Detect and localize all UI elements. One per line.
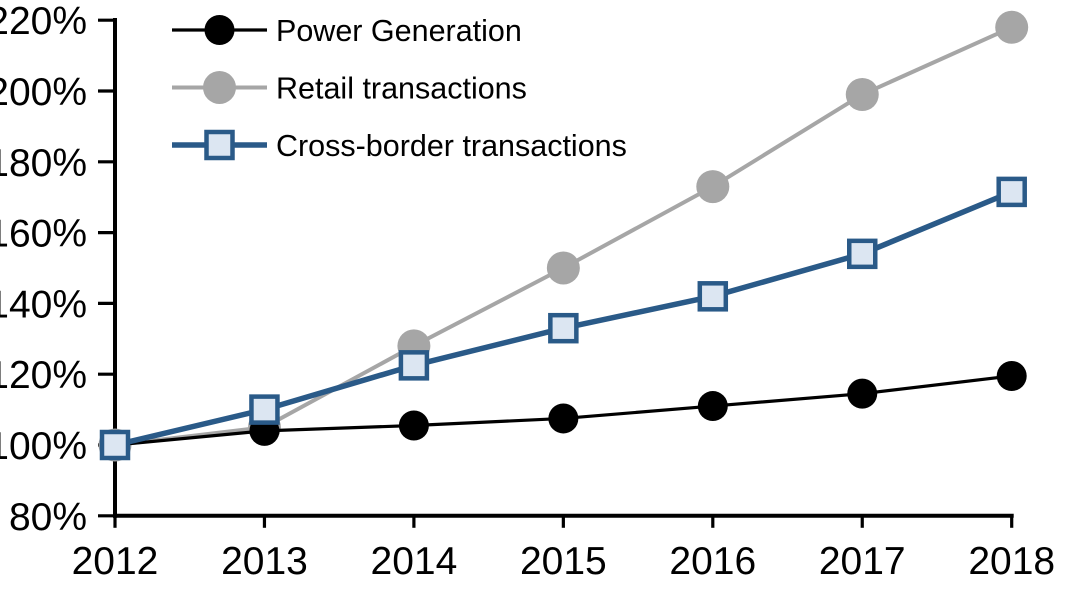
data-point-circle (398, 410, 429, 441)
data-point-circle (996, 360, 1027, 391)
y-tick-label: 180% (0, 142, 87, 185)
x-tick-label: 2017 (819, 540, 906, 583)
legend-marker-circle (203, 71, 236, 104)
series-cross-border-transactions (99, 176, 1027, 461)
legend-item-retail-transactions: Retail transactions (172, 71, 527, 106)
data-point-square (249, 394, 280, 425)
data-point-square (398, 350, 430, 381)
y-tick-label: 200% (0, 71, 87, 114)
legend-item-cross-border-transactions: Cross-border transactions (172, 129, 627, 163)
x-axis: 2012 2013 2014 2015 2016 2017 2018 (72, 515, 1055, 583)
data-point-square (697, 281, 729, 312)
x-tick-label: 2015 (520, 540, 607, 583)
data-point-circle (546, 251, 580, 285)
y-tick-label: 160% (0, 213, 87, 256)
x-tick-label: 2016 (669, 540, 756, 583)
y-tick-label: 140% (0, 283, 87, 326)
y-tick-label: 80% (9, 496, 87, 539)
legend-label: Retail transactions (276, 72, 527, 106)
series-retail-transactions (98, 10, 1029, 462)
data-point-circle (696, 170, 730, 204)
legend-label: Power Generation (276, 14, 522, 48)
legend-marker-square (204, 129, 235, 161)
y-tick-label: 220% (0, 0, 87, 43)
data-point-circle (845, 78, 879, 112)
y-axis: 80% 100% 120% 140% 160% 180% 200% 220% (0, 0, 115, 539)
x-tick-label: 2013 (221, 540, 308, 583)
chart-legend: Power Generation Retail transactions Cross… (172, 14, 627, 163)
data-point-circle (995, 10, 1029, 44)
y-tick-label: 100% (0, 425, 87, 468)
data-point-circle (847, 378, 878, 409)
data-point-square (847, 238, 878, 270)
legend-item-power-generation: Power Generation (172, 14, 522, 48)
data-point-square (996, 176, 1027, 208)
x-tick-label: 2018 (968, 540, 1055, 583)
y-tick-label: 120% (0, 354, 87, 397)
legend-marker-circle (204, 15, 235, 45)
data-point-circle (548, 403, 579, 434)
series-power-generation (100, 360, 1027, 460)
legend-label: Cross-border transactions (276, 129, 627, 163)
data-point-square (99, 429, 131, 461)
x-tick-label: 2012 (72, 540, 159, 583)
data-point-square (548, 312, 579, 344)
x-tick-label: 2014 (371, 540, 458, 583)
data-point-circle (697, 391, 728, 422)
